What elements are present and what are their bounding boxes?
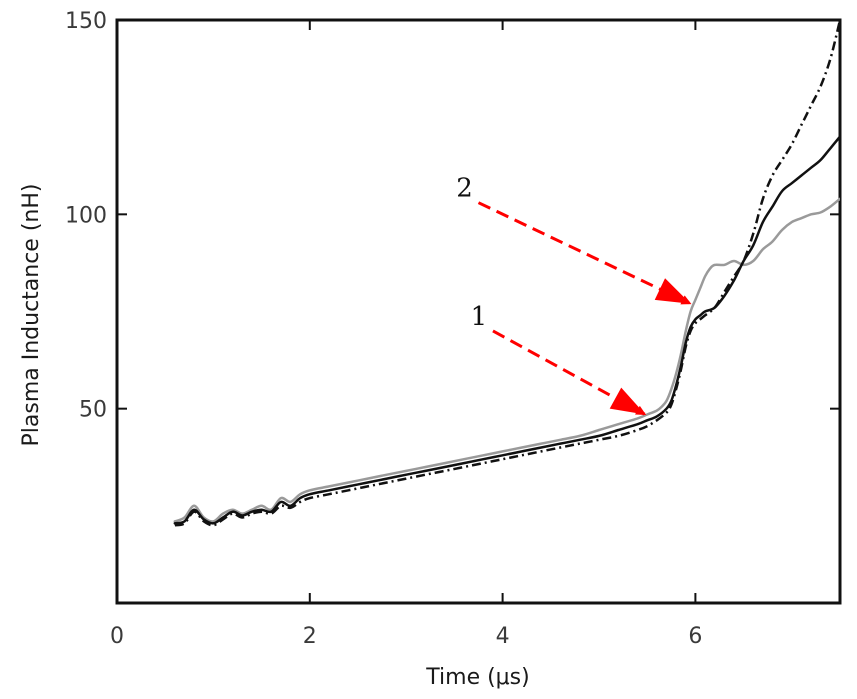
annotation-label-1: 1 — [471, 302, 488, 332]
series-line-1 — [173, 197, 840, 523]
y-tick-label: 100 — [65, 203, 107, 228]
series-line-3 — [174, 20, 840, 527]
annotation-arrowhead-1 — [609, 387, 646, 415]
plot-frame — [115, 18, 842, 605]
y-axis-title: Plasma Inductance (nH) — [19, 184, 44, 447]
y-axis-ticks: 50 100 150 — [65, 9, 840, 423]
x-axis-title: Time (μs) — [425, 665, 529, 690]
series-layer — [173, 20, 840, 527]
annotation-arrowhead-2 — [654, 278, 691, 304]
y-tick-label: 50 — [79, 398, 107, 423]
x-tick-label: 2 — [303, 624, 317, 649]
x-axis-ticks: 0 2 4 6 — [110, 20, 702, 649]
annotation-arrow-2 — [477, 201, 692, 306]
x-tick-label: 0 — [110, 624, 124, 649]
annotation-label-2: 2 — [456, 174, 473, 204]
y-tick-label: 150 — [65, 9, 107, 34]
x-tick-label: 6 — [688, 624, 702, 649]
annotation-layer: 12 — [456, 174, 692, 416]
x-tick-label: 4 — [496, 624, 510, 649]
series-line-2 — [173, 135, 840, 525]
